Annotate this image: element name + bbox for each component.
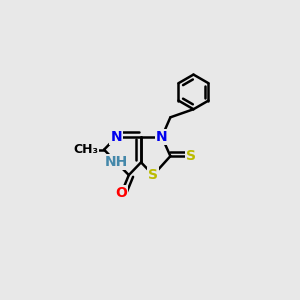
- Text: N: N: [156, 130, 168, 144]
- Text: S: S: [186, 149, 196, 163]
- Text: NH: NH: [105, 155, 128, 170]
- Text: O: O: [116, 186, 127, 200]
- Text: CH₃: CH₃: [73, 143, 98, 156]
- Text: S: S: [148, 168, 158, 182]
- Text: N: N: [110, 130, 122, 144]
